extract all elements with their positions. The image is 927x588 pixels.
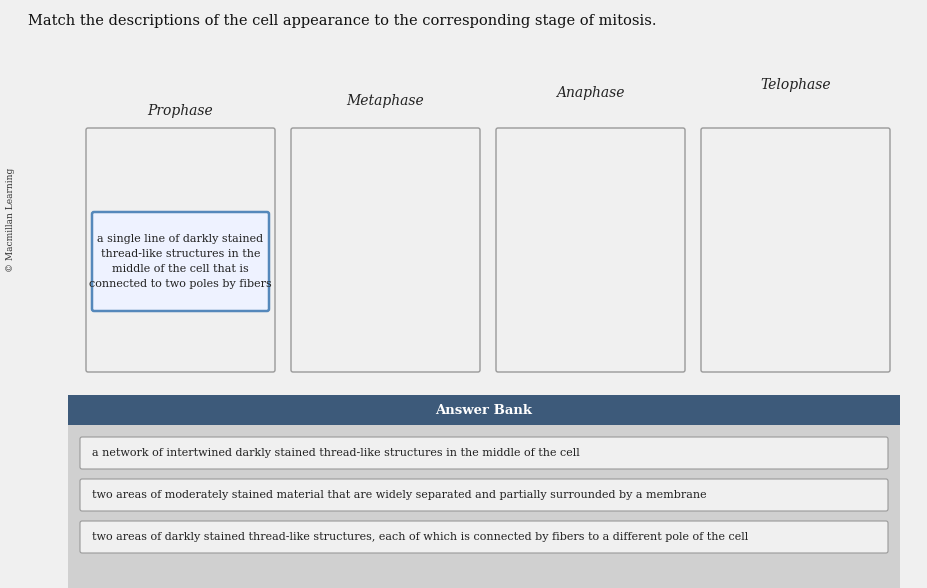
FancyBboxPatch shape — [291, 128, 480, 372]
Text: a single line of darkly stained
thread-like structures in the
middle of the cell: a single line of darkly stained thread-l… — [89, 234, 272, 289]
FancyBboxPatch shape — [80, 479, 888, 511]
Text: © Macmillan Learning: © Macmillan Learning — [6, 168, 16, 272]
FancyBboxPatch shape — [92, 212, 269, 311]
Text: Anaphase: Anaphase — [556, 86, 625, 100]
FancyBboxPatch shape — [80, 521, 888, 553]
Text: Prophase: Prophase — [147, 104, 213, 118]
FancyBboxPatch shape — [701, 128, 890, 372]
Text: Answer Bank: Answer Bank — [436, 403, 532, 416]
FancyBboxPatch shape — [80, 437, 888, 469]
Text: two areas of darkly stained thread-like structures, each of which is connected b: two areas of darkly stained thread-like … — [92, 532, 748, 542]
Text: Match the descriptions of the cell appearance to the corresponding stage of mito: Match the descriptions of the cell appea… — [28, 14, 656, 28]
Bar — [68, 395, 900, 425]
FancyBboxPatch shape — [86, 128, 275, 372]
Text: Telophase: Telophase — [760, 78, 831, 92]
Text: a network of intertwined darkly stained thread-like structures in the middle of : a network of intertwined darkly stained … — [92, 448, 579, 458]
Text: Metaphase: Metaphase — [347, 94, 425, 108]
FancyBboxPatch shape — [496, 128, 685, 372]
Bar — [68, 425, 900, 588]
Text: two areas of moderately stained material that are widely separated and partially: two areas of moderately stained material… — [92, 490, 706, 500]
